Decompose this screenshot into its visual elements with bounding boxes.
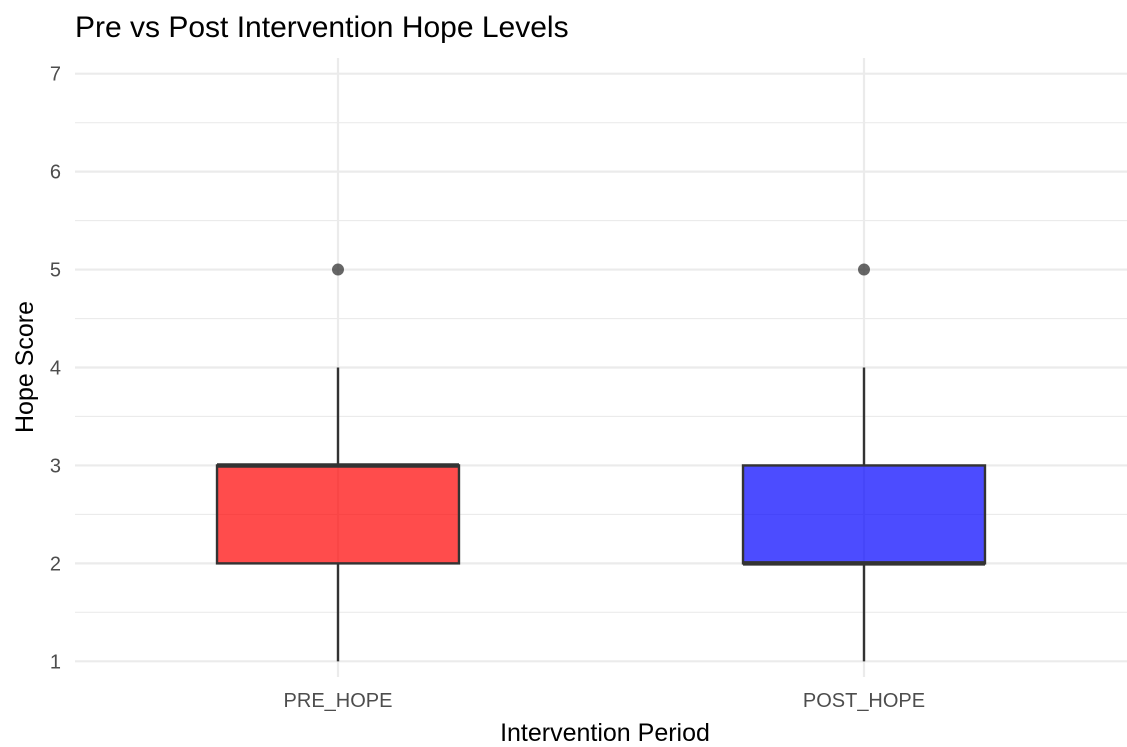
- y-tick-label: 2: [50, 553, 61, 575]
- outlier-point: [858, 263, 870, 276]
- y-axis-title: Hope Score: [11, 301, 39, 433]
- y-tick-label: 7: [50, 64, 61, 86]
- y-tick-label: 4: [50, 358, 61, 380]
- x-axis-ticks: PRE_HOPE POST_HOPE: [284, 690, 926, 712]
- x-axis-title: Intervention Period: [500, 719, 710, 747]
- box-series: [215, 263, 987, 662]
- y-tick-label: 3: [50, 455, 61, 477]
- y-tick-label: 1: [50, 651, 61, 673]
- y-tick-label: 5: [50, 260, 61, 282]
- chart-title: Pre vs Post Intervention Hope Levels: [75, 11, 569, 44]
- box-iqr: [741, 464, 987, 565]
- grid-lines: [75, 58, 1127, 677]
- y-axis-ticks: 1 2 3 4 5 6 7: [50, 64, 61, 674]
- box-iqr: [215, 464, 461, 565]
- x-tick-label: POST_HOPE: [803, 690, 925, 712]
- y-tick-label: 6: [50, 162, 61, 184]
- x-tick-label: PRE_HOPE: [284, 690, 393, 712]
- outlier-point: [332, 263, 344, 276]
